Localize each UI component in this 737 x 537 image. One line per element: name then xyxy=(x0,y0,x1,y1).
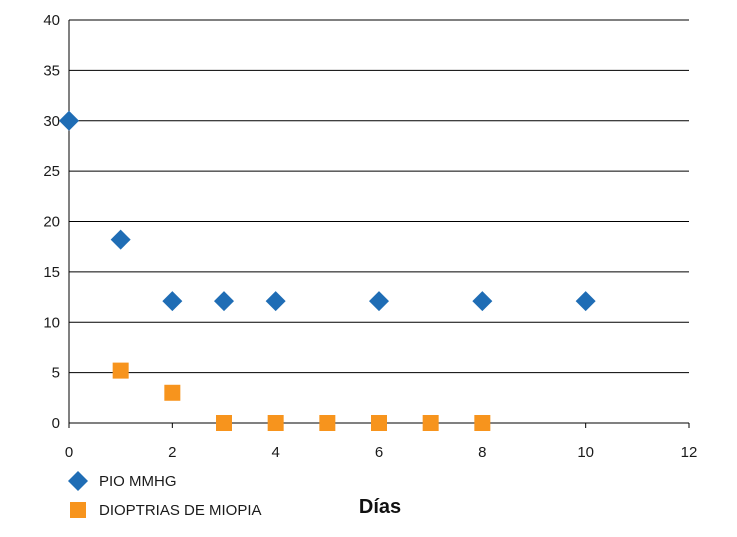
grid-lines xyxy=(69,19,689,374)
legend: PIO MMHG DIOPTRIAS DE MIOPIA xyxy=(68,471,262,519)
dioptrias-data-point xyxy=(112,362,129,379)
pio-data-point xyxy=(214,291,234,312)
y-tick-label: 30 xyxy=(43,113,60,130)
pio-data-point xyxy=(575,291,596,312)
y-tick-label: 0 xyxy=(52,415,60,432)
pio-data-point xyxy=(265,291,286,312)
legend-marker xyxy=(68,471,88,491)
y-tick-label: 35 xyxy=(43,62,60,79)
x-tick-label: 4 xyxy=(271,444,279,461)
dioptrias-data-point xyxy=(216,415,232,431)
dioptrias-data-point xyxy=(164,384,181,401)
dioptrias-data-point xyxy=(474,415,491,431)
pio-data-point xyxy=(110,229,131,250)
x-tick-label: 2 xyxy=(168,444,176,461)
pio-data-point xyxy=(59,110,79,131)
y-tick-label: 40 xyxy=(43,12,60,29)
y-tick-label: 20 xyxy=(43,214,60,231)
y-tick-labels: 0 5 10 15 20 25 30 35 40 xyxy=(43,12,60,432)
legend-label: DIOPTRIAS DE MIOPIA xyxy=(99,502,262,519)
legend-marker xyxy=(70,502,86,518)
x-tick-labels: 0 2 4 6 8 10 12 xyxy=(65,423,698,461)
y-tick-label: 5 xyxy=(52,365,60,382)
pio-data-point xyxy=(162,291,183,312)
y-tick-label: 10 xyxy=(43,314,60,331)
legend-label: PIO MMHG xyxy=(99,473,177,490)
x-tick-label: 0 xyxy=(65,444,73,461)
dioptrias-data-point xyxy=(319,415,336,431)
x-tick-label: 6 xyxy=(375,444,383,461)
y-tick-label: 15 xyxy=(43,264,60,281)
data-points xyxy=(59,110,596,431)
x-tick-label: 12 xyxy=(681,444,698,461)
pio-data-point xyxy=(369,291,389,312)
x-tick-label: 10 xyxy=(577,444,594,461)
x-axis-title: Días xyxy=(359,496,401,518)
dioptrias-data-point xyxy=(371,415,387,431)
x-tick-label: 8 xyxy=(478,444,486,461)
dioptrias-data-point xyxy=(422,415,439,431)
y-tick-label: 25 xyxy=(43,163,60,180)
dioptrias-data-point xyxy=(267,415,284,431)
pio-data-point xyxy=(472,291,493,312)
